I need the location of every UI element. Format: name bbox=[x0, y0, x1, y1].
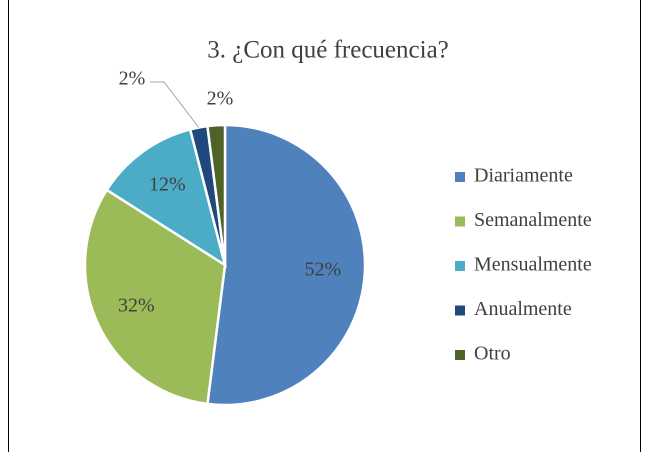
leader-line bbox=[150, 81, 200, 128]
legend-swatch bbox=[455, 350, 465, 360]
pie-slice bbox=[206, 123, 227, 266]
data-label: 52% bbox=[304, 259, 341, 281]
legend-label: Diariamente bbox=[474, 165, 573, 187]
data-label: 32% bbox=[118, 294, 155, 316]
pie-slice bbox=[206, 123, 367, 407]
legend-swatch bbox=[455, 216, 465, 227]
legend-label: Mensualmente bbox=[474, 254, 592, 276]
legend-swatch bbox=[455, 305, 465, 316]
legend-label: Otro bbox=[474, 343, 511, 365]
legend-swatch bbox=[455, 172, 465, 182]
chart-title: 3. ¿Con qué frecuencia? bbox=[207, 37, 449, 64]
data-label: 12% bbox=[149, 173, 186, 195]
data-label: 2% bbox=[119, 68, 146, 90]
data-label: 2% bbox=[207, 88, 234, 110]
legend-swatch bbox=[455, 261, 465, 271]
pie-slice bbox=[105, 127, 227, 268]
legend-label: Semanalmente bbox=[474, 209, 592, 231]
legend-label: Anualmente bbox=[474, 298, 572, 320]
